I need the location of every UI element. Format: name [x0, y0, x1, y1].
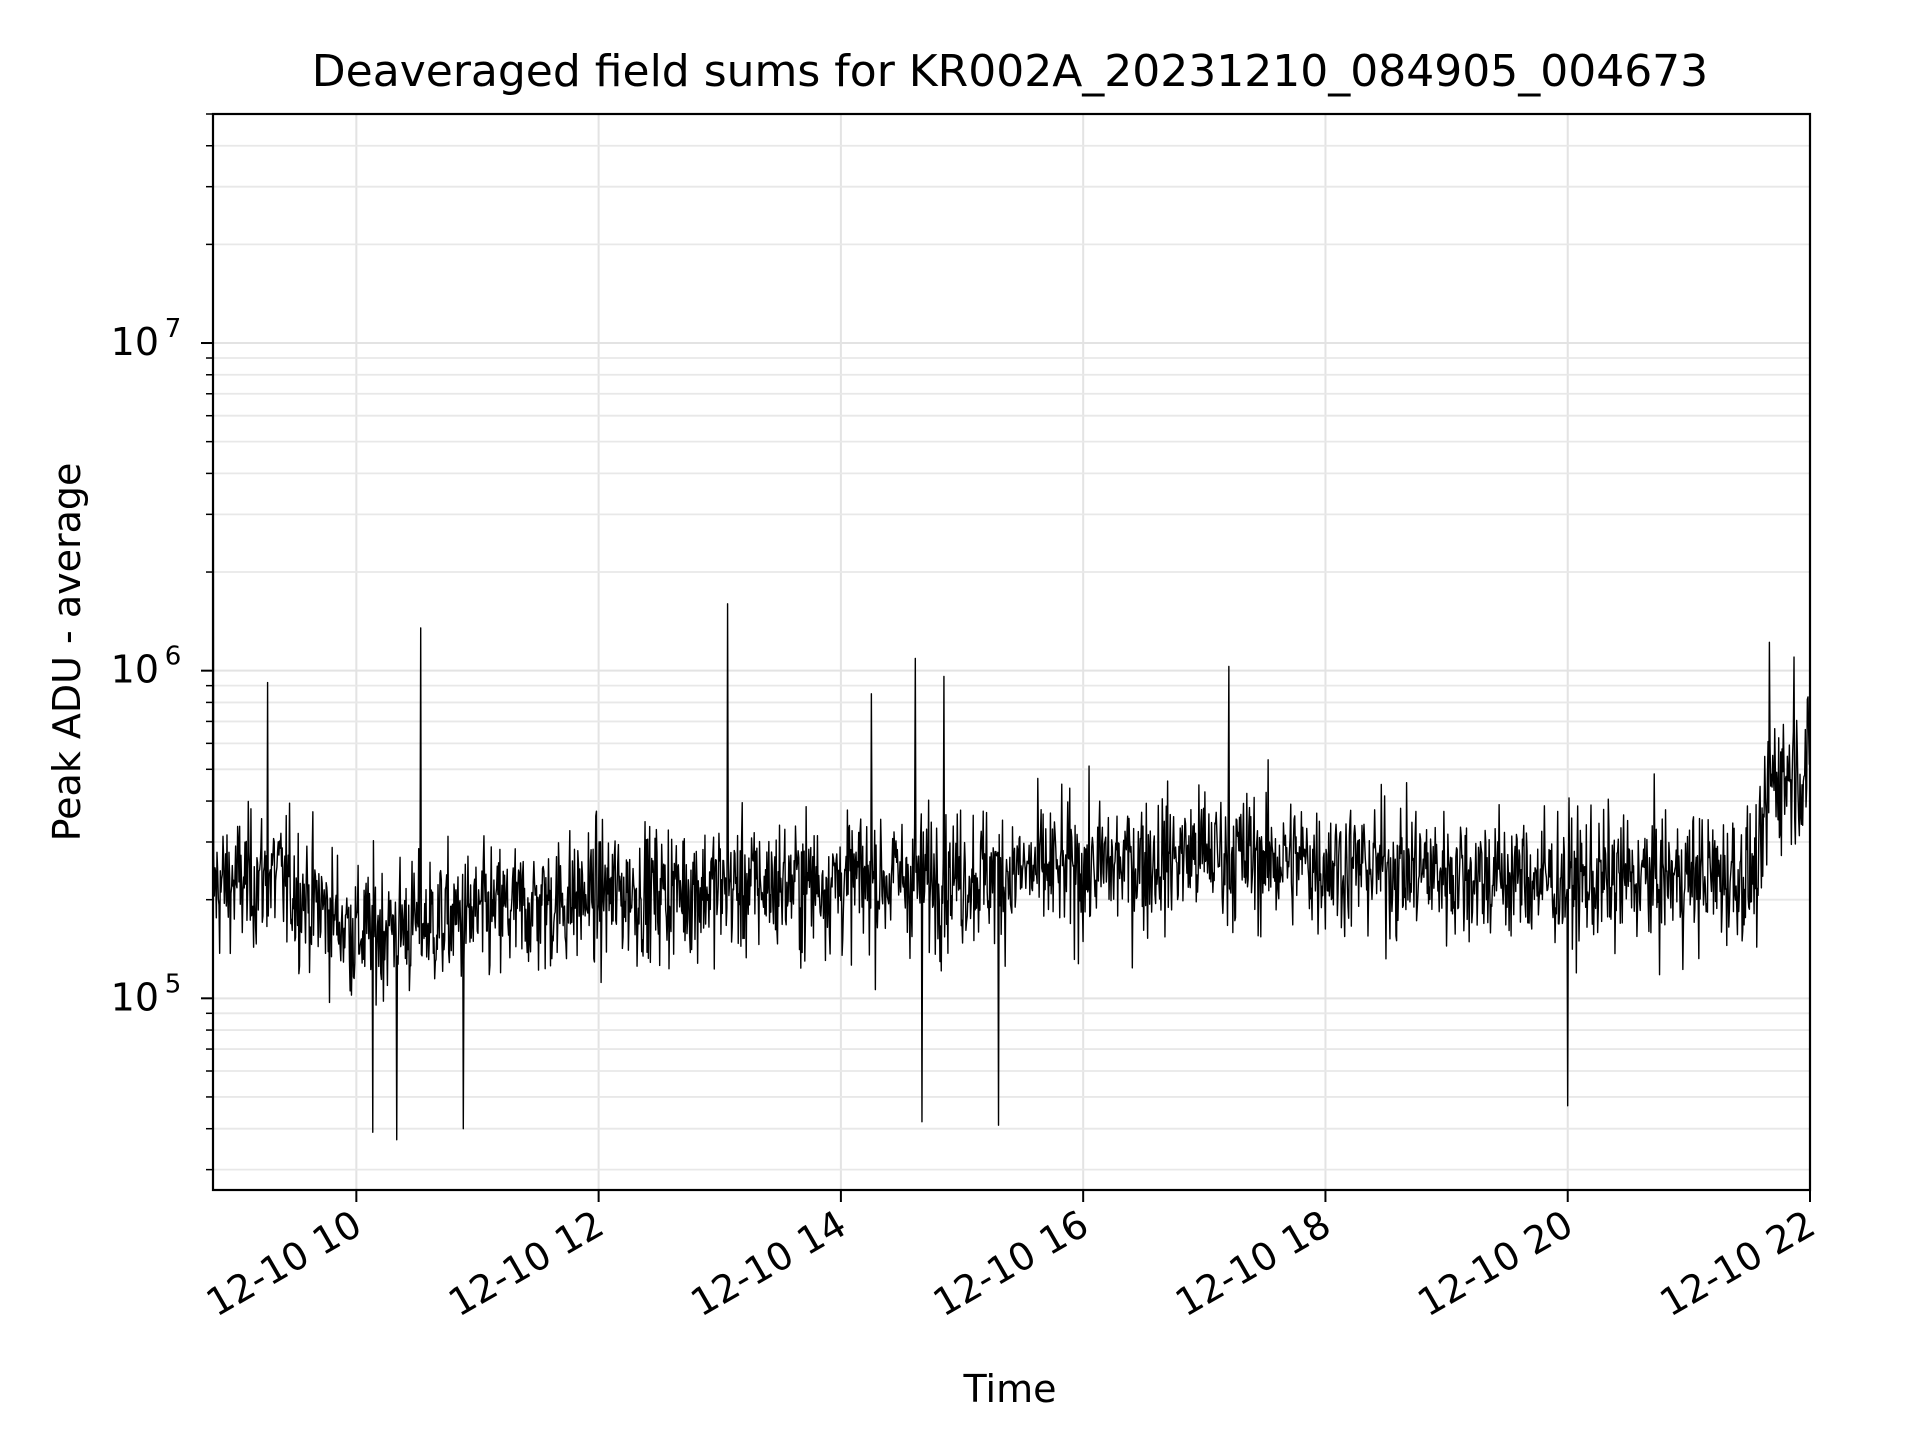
y-axis-label: Peak ADU - average [45, 463, 89, 842]
y-tick-label: 10 [111, 320, 159, 364]
series-line [212, 153, 1811, 1141]
plot-frame [211, 112, 1812, 1192]
y-tick-label: 10 [111, 648, 159, 692]
y-tick-exponent: 7 [165, 314, 182, 344]
x-axis-label: Time [963, 1367, 1057, 1411]
y-tick-exponent: 6 [165, 642, 182, 672]
chart-title: Deaveraged field sums for KR002A_2023121… [312, 46, 1708, 97]
series-layer [212, 153, 1811, 1141]
y-tick-label: 10 [111, 975, 159, 1019]
grid [213, 113, 1811, 1190]
y-tick-exponent: 5 [165, 969, 182, 999]
